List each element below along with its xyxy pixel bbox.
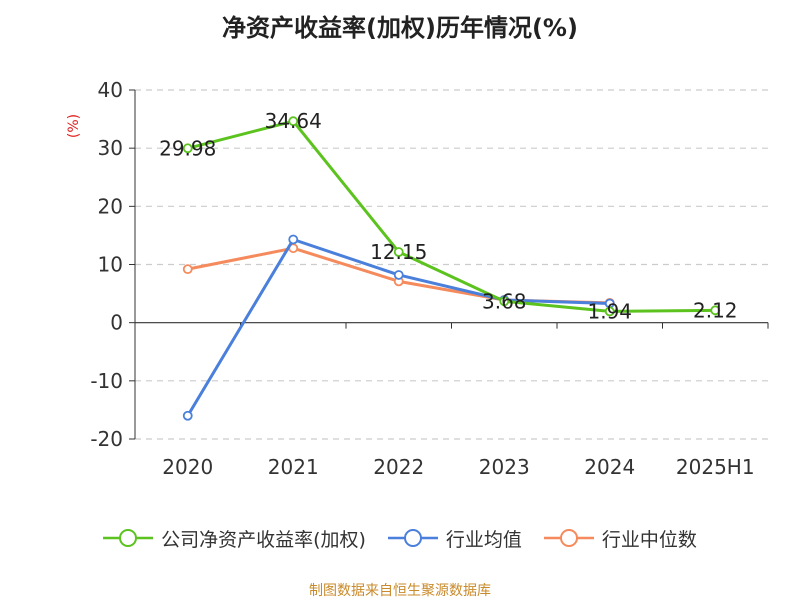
data-label: 2.12 bbox=[693, 298, 738, 322]
data-point bbox=[288, 234, 299, 245]
legend-swatch-icon bbox=[103, 529, 154, 547]
y-tick-label: -10 bbox=[90, 369, 123, 393]
data-label: 1.94 bbox=[587, 299, 632, 323]
data-point bbox=[499, 296, 510, 307]
data-point bbox=[288, 116, 299, 127]
data-label: 12.15 bbox=[370, 240, 427, 264]
y-tick-label: -20 bbox=[90, 427, 123, 451]
y-tick-label: 10 bbox=[98, 253, 123, 277]
data-label: 3.68 bbox=[482, 289, 527, 313]
data-label: 34.64 bbox=[265, 109, 322, 133]
x-tick-label: 2024 bbox=[584, 455, 635, 479]
y-tick-label: 30 bbox=[98, 136, 123, 160]
legend-item[interactable]: 行业均值 bbox=[387, 525, 522, 552]
legend-swatch-icon bbox=[543, 529, 594, 547]
legend-item[interactable]: 公司净资产收益率(加权) bbox=[103, 525, 366, 552]
legend-item[interactable]: 行业中位数 bbox=[543, 525, 697, 552]
data-point bbox=[710, 305, 721, 316]
data-label: 29.98 bbox=[159, 136, 216, 160]
legend-label: 行业中位数 bbox=[601, 528, 697, 551]
y-tick-label: 40 bbox=[98, 78, 123, 102]
x-tick-label: 2022 bbox=[373, 455, 424, 479]
series-line bbox=[187, 119, 716, 313]
x-tick-label: 2023 bbox=[479, 455, 530, 479]
series-line bbox=[186, 237, 610, 417]
legend-label: 公司净资产收益率(加权) bbox=[161, 528, 366, 551]
data-point bbox=[182, 410, 193, 421]
legend: 公司净资产收益率(加权) 行业均值 行业中位数 bbox=[0, 522, 800, 554]
axes: -20 -10 0 10 20 30 40 2020 2021 2022 2023 2024 2025H… bbox=[90, 78, 769, 479]
legend-label: 行业均值 bbox=[445, 528, 522, 551]
x-tick-label: 2020 bbox=[162, 455, 213, 479]
x-tick-label: 2021 bbox=[268, 455, 319, 479]
data-point bbox=[393, 270, 404, 280]
series-lines bbox=[182, 116, 721, 421]
data-point bbox=[604, 306, 615, 317]
source-note: 制图数据来自恒生聚源数据库 bbox=[309, 583, 491, 599]
legend-swatch-icon bbox=[387, 529, 438, 547]
data-labels: 29.98 34.64 12.15 3.68 1.94 2.12 bbox=[159, 109, 737, 323]
gridlines bbox=[135, 89, 768, 440]
data-point bbox=[182, 143, 193, 154]
data-point bbox=[393, 247, 404, 257]
data-point bbox=[182, 264, 193, 275]
chart-title: 净资产收益率(加权)历年情况(%) bbox=[222, 14, 578, 42]
y-axis-unit-label: (%) bbox=[66, 114, 82, 138]
x-tick-label: 2025H1 bbox=[676, 455, 755, 479]
y-tick-label: 20 bbox=[98, 194, 123, 218]
y-tick-label: 0 bbox=[110, 311, 123, 335]
